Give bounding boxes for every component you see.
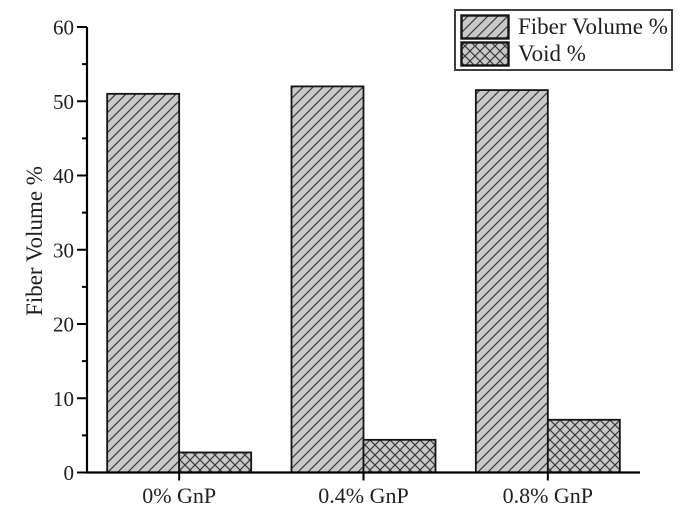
diagonal-hatch-swatch-icon [460, 13, 510, 40]
y-axis-title: Fiber Volume % [22, 166, 47, 316]
x-category-label: 0% GnP [142, 483, 216, 508]
y-tick-label: 20 [53, 313, 74, 337]
legend-item-fiber-volume: Fiber Volume % [460, 13, 668, 40]
bar-diagonal-2 [474, 89, 549, 474]
y-tick-label: 30 [53, 238, 74, 262]
bar-diagonal-0 [106, 92, 181, 474]
bar-diagonal-1 [290, 85, 365, 474]
x-category-label: 0.4% GnP [318, 483, 408, 508]
y-tick-label: 0 [64, 461, 75, 485]
legend-label-void: Void % [518, 40, 586, 66]
y-tick-label: 10 [53, 387, 74, 411]
y-tick-label: 60 [53, 16, 74, 40]
y-tick-label: 50 [53, 90, 74, 114]
legend-item-void: Void % [460, 41, 667, 67]
crosshatch-swatch-icon [460, 40, 510, 67]
legend-box: Fiber Volume % Void % [454, 9, 673, 71]
bar-crosshatch-2 [546, 418, 621, 474]
x-category-label: 0.8% GnP [503, 483, 593, 508]
y-tick-label: 40 [53, 164, 74, 188]
bar-crosshatch-0 [178, 451, 253, 474]
legend-label-fiber-volume: Fiber Volume % [518, 13, 668, 39]
bar-crosshatch-1 [362, 438, 437, 474]
